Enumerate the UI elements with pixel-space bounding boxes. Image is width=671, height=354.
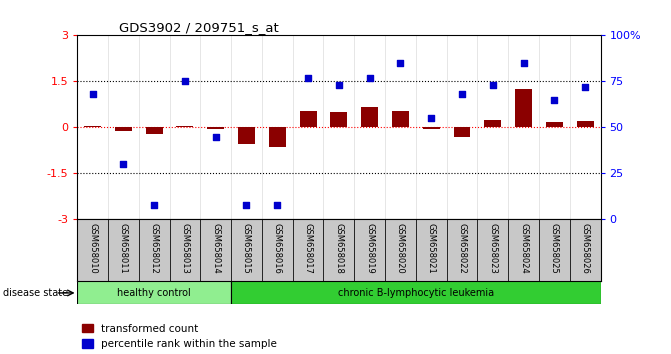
Point	[241, 202, 252, 207]
Text: GSM658024: GSM658024	[519, 223, 528, 273]
Point	[210, 134, 221, 139]
Text: chronic B-lymphocytic leukemia: chronic B-lymphocytic leukemia	[338, 288, 494, 298]
Legend: transformed count, percentile rank within the sample: transformed count, percentile rank withi…	[83, 324, 277, 349]
FancyBboxPatch shape	[477, 219, 508, 281]
Bar	[484, 120, 501, 127]
Bar	[176, 126, 193, 127]
Bar	[330, 112, 348, 127]
Text: GSM658019: GSM658019	[365, 223, 374, 273]
FancyBboxPatch shape	[447, 219, 477, 281]
FancyBboxPatch shape	[139, 219, 170, 281]
Text: GSM658020: GSM658020	[396, 223, 405, 273]
Bar	[77, 281, 231, 304]
Bar	[231, 281, 601, 304]
Point	[118, 161, 129, 167]
FancyBboxPatch shape	[416, 219, 447, 281]
Bar	[207, 127, 224, 129]
Bar	[423, 127, 440, 129]
Bar	[115, 127, 132, 131]
Point	[580, 84, 590, 90]
FancyBboxPatch shape	[262, 219, 293, 281]
Text: GSM658023: GSM658023	[488, 223, 497, 273]
Bar	[454, 127, 470, 137]
Bar	[515, 89, 532, 127]
Bar	[269, 127, 286, 147]
FancyBboxPatch shape	[231, 219, 262, 281]
Point	[180, 79, 191, 84]
FancyBboxPatch shape	[201, 219, 231, 281]
Point	[87, 91, 98, 97]
Point	[549, 97, 560, 103]
FancyBboxPatch shape	[170, 219, 201, 281]
Text: GSM658016: GSM658016	[273, 223, 282, 273]
Bar	[392, 110, 409, 127]
FancyBboxPatch shape	[570, 219, 601, 281]
Bar	[299, 110, 317, 127]
Bar	[361, 108, 378, 127]
Text: GSM658014: GSM658014	[211, 223, 220, 273]
Point	[149, 202, 160, 207]
Text: disease state: disease state	[3, 288, 68, 298]
Bar	[546, 122, 563, 127]
Bar	[84, 126, 101, 127]
Text: GSM658022: GSM658022	[458, 223, 466, 273]
FancyBboxPatch shape	[323, 219, 354, 281]
FancyBboxPatch shape	[539, 219, 570, 281]
Point	[395, 60, 406, 66]
Bar	[146, 127, 162, 133]
Point	[426, 115, 437, 121]
FancyBboxPatch shape	[108, 219, 139, 281]
FancyBboxPatch shape	[293, 219, 323, 281]
Bar	[238, 127, 255, 144]
Point	[303, 75, 313, 81]
Point	[457, 91, 468, 97]
Text: healthy control: healthy control	[117, 288, 191, 298]
Text: GSM658026: GSM658026	[580, 223, 590, 273]
FancyBboxPatch shape	[385, 219, 416, 281]
Text: GSM658017: GSM658017	[303, 223, 313, 273]
Text: GSM658013: GSM658013	[180, 223, 189, 273]
Text: GSM658015: GSM658015	[242, 223, 251, 273]
Point	[333, 82, 344, 88]
Text: GSM658021: GSM658021	[427, 223, 435, 273]
FancyBboxPatch shape	[77, 219, 108, 281]
Point	[272, 202, 282, 207]
Text: GSM658010: GSM658010	[88, 223, 97, 273]
Text: GSM658011: GSM658011	[119, 223, 128, 273]
Bar	[576, 121, 594, 127]
Point	[487, 82, 498, 88]
FancyBboxPatch shape	[354, 219, 385, 281]
Text: GDS3902 / 209751_s_at: GDS3902 / 209751_s_at	[119, 21, 278, 34]
Text: GSM658018: GSM658018	[334, 223, 344, 273]
Point	[364, 75, 375, 81]
Point	[518, 60, 529, 66]
FancyBboxPatch shape	[508, 219, 539, 281]
Text: GSM658012: GSM658012	[150, 223, 158, 273]
Text: GSM658025: GSM658025	[550, 223, 559, 273]
